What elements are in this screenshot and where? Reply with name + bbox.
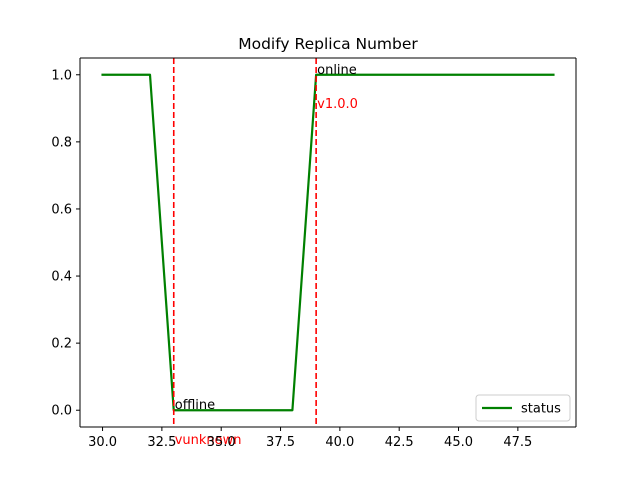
x-tick-label: 40.0 — [325, 435, 354, 450]
x-tick-label: 35.0 — [207, 435, 236, 450]
x-tick-label: 42.5 — [385, 435, 414, 450]
y-tick-label: 0.0 — [51, 404, 72, 419]
annotation-online: online — [317, 63, 357, 78]
x-tick-label: 30.0 — [88, 435, 117, 450]
annotation-offline: offline — [175, 398, 215, 413]
x-tick-label: 45.0 — [444, 435, 473, 450]
chart-title: Modify Replica Number — [238, 35, 418, 53]
y-tick-label: 0.8 — [51, 135, 72, 150]
x-tick-label: 47.5 — [503, 435, 532, 450]
y-tick-label: 1.0 — [51, 68, 72, 83]
series-line-status — [101, 73, 555, 412]
y-tick-label: 0.4 — [51, 270, 72, 285]
legend-box — [475, 394, 571, 422]
x-tick-label: 32.5 — [147, 435, 176, 450]
vline-label-v1.0.0: v1.0.0 — [317, 97, 358, 112]
vline-label-vunknown: vunknown — [175, 433, 242, 448]
legend-label: status — [521, 402, 561, 417]
y-tick-label: 0.2 — [51, 337, 72, 352]
legend: status — [475, 394, 571, 422]
plot-area: vunknown v1.0.0 offline online 30.0 32.5 35.0 3… — [51, 57, 577, 450]
y-tick-label: 0.6 — [51, 202, 72, 217]
x-tick-label: 37.5 — [266, 435, 295, 450]
